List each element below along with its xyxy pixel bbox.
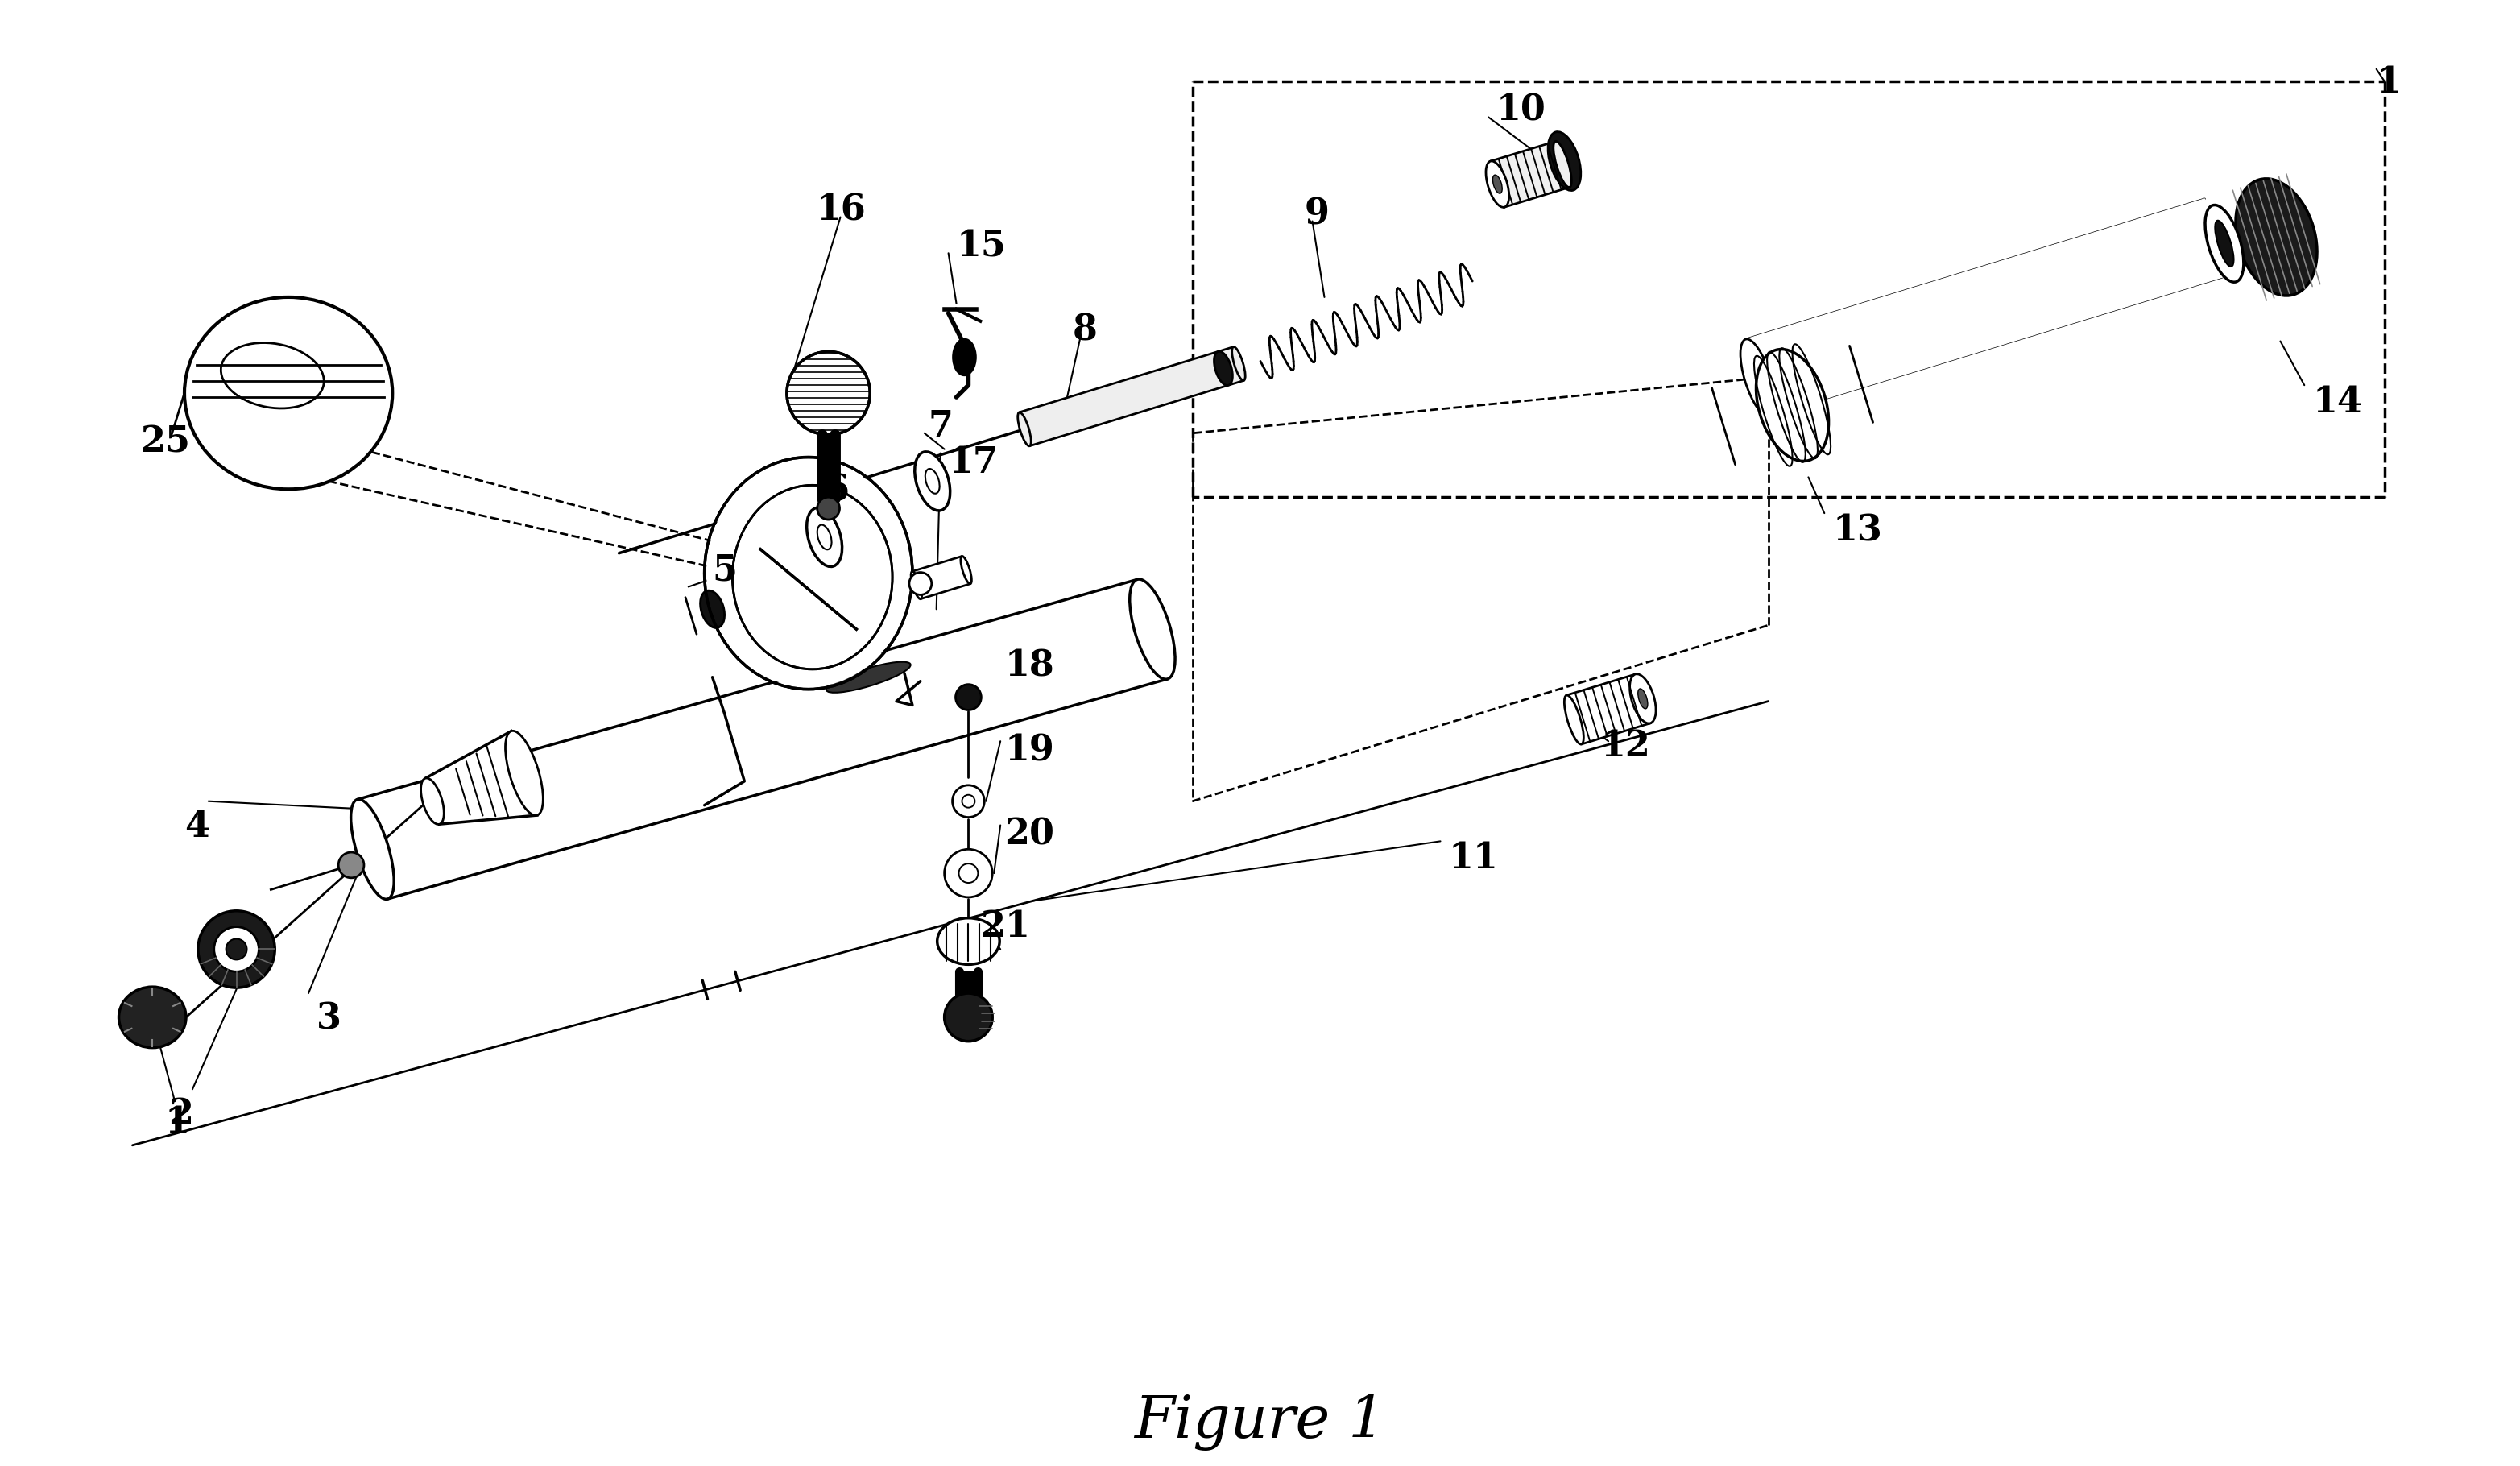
Ellipse shape — [1232, 347, 1245, 381]
Polygon shape — [822, 435, 834, 498]
Ellipse shape — [937, 918, 1000, 965]
Ellipse shape — [199, 910, 275, 988]
Ellipse shape — [1018, 412, 1031, 446]
Ellipse shape — [2205, 205, 2243, 281]
Ellipse shape — [1547, 132, 1580, 191]
Ellipse shape — [816, 525, 832, 550]
Text: 6: 6 — [824, 474, 849, 507]
Ellipse shape — [1215, 352, 1232, 386]
Circle shape — [786, 352, 869, 435]
Ellipse shape — [706, 459, 910, 688]
Text: Figure 1: Figure 1 — [1134, 1393, 1386, 1450]
Text: 5: 5 — [713, 553, 738, 588]
Ellipse shape — [1630, 674, 1656, 723]
Text: 8: 8 — [1074, 314, 1096, 347]
Polygon shape — [1746, 199, 2228, 416]
Ellipse shape — [806, 507, 842, 567]
Ellipse shape — [338, 852, 363, 878]
Ellipse shape — [1633, 674, 1653, 723]
Ellipse shape — [214, 927, 260, 972]
Text: 21: 21 — [980, 909, 1031, 944]
Text: 4: 4 — [184, 809, 209, 844]
Ellipse shape — [1638, 689, 1648, 708]
Polygon shape — [358, 579, 1167, 899]
Text: 14: 14 — [2313, 386, 2361, 419]
Text: 18: 18 — [1005, 649, 1053, 683]
Text: 12: 12 — [1600, 729, 1651, 764]
Ellipse shape — [2215, 220, 2233, 267]
Ellipse shape — [1492, 174, 1502, 194]
Text: 25: 25 — [141, 425, 192, 460]
Polygon shape — [912, 556, 970, 600]
Ellipse shape — [1565, 695, 1583, 745]
Ellipse shape — [910, 572, 922, 600]
Text: 1: 1 — [164, 1105, 189, 1141]
Ellipse shape — [227, 938, 247, 960]
Ellipse shape — [2235, 179, 2316, 296]
Polygon shape — [1018, 347, 1245, 446]
Ellipse shape — [1129, 579, 1174, 679]
Polygon shape — [1567, 674, 1651, 745]
Ellipse shape — [953, 339, 975, 375]
Text: 2: 2 — [169, 1097, 194, 1132]
Polygon shape — [1489, 141, 1570, 207]
Polygon shape — [426, 732, 537, 824]
Text: 9: 9 — [1305, 196, 1328, 232]
Ellipse shape — [945, 849, 993, 897]
Ellipse shape — [118, 987, 186, 1048]
Ellipse shape — [1552, 141, 1572, 188]
Ellipse shape — [827, 661, 910, 692]
Ellipse shape — [1756, 349, 1830, 462]
Ellipse shape — [1487, 161, 1509, 207]
Ellipse shape — [958, 863, 978, 883]
Ellipse shape — [963, 795, 975, 808]
Ellipse shape — [507, 732, 544, 815]
Text: 1: 1 — [2376, 65, 2402, 100]
Text: 11: 11 — [1449, 841, 1497, 875]
Ellipse shape — [915, 452, 950, 510]
Ellipse shape — [184, 298, 393, 490]
Ellipse shape — [960, 556, 973, 583]
Ellipse shape — [1489, 161, 1507, 207]
Ellipse shape — [701, 591, 726, 627]
Text: 20: 20 — [1005, 817, 1053, 852]
Ellipse shape — [350, 799, 393, 899]
Text: 3: 3 — [318, 1001, 340, 1036]
Circle shape — [910, 572, 932, 595]
Text: 17: 17 — [948, 446, 998, 479]
Ellipse shape — [421, 778, 444, 824]
Text: 16: 16 — [816, 194, 867, 227]
Ellipse shape — [953, 786, 985, 817]
Polygon shape — [958, 972, 978, 1006]
Circle shape — [955, 685, 980, 710]
Circle shape — [816, 497, 839, 519]
Text: 10: 10 — [1497, 94, 1547, 128]
Text: 15: 15 — [958, 229, 1005, 264]
Text: 19: 19 — [1005, 733, 1053, 768]
Ellipse shape — [1741, 339, 1774, 416]
Text: 7: 7 — [927, 409, 953, 444]
Text: 13: 13 — [1832, 513, 1882, 548]
Circle shape — [945, 994, 993, 1041]
Ellipse shape — [925, 469, 940, 494]
